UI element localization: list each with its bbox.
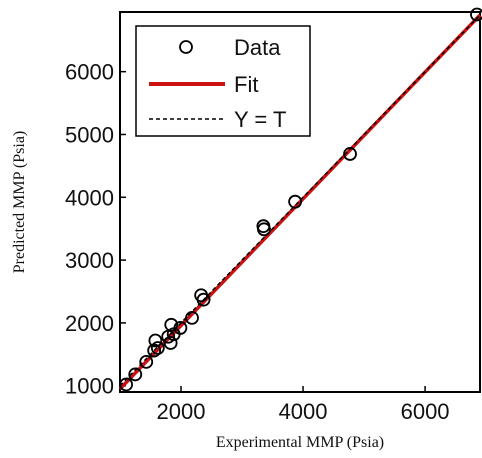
y-tick-label: 5000 xyxy=(65,122,114,147)
data-point xyxy=(196,292,211,307)
x-axis-label: Experimental MMP (Psia) xyxy=(216,434,384,451)
y-tick-label: 2000 xyxy=(65,311,114,336)
x-tick-label: 2000 xyxy=(157,399,206,424)
y-axis-ticks: 1000 2000 3000 4000 5000 6000 xyxy=(65,60,126,399)
data-point xyxy=(150,341,165,355)
legend-data-marker xyxy=(179,40,193,54)
y-tick-label: 4000 xyxy=(65,185,114,210)
x-tick-label: 6000 xyxy=(401,399,450,424)
data-point xyxy=(164,317,179,332)
data-points xyxy=(119,7,482,392)
data-point xyxy=(288,194,303,209)
legend-yt-label: Y = T xyxy=(234,107,286,132)
data-point xyxy=(139,354,154,369)
y-axis-label: Predicted MMP (Psia) xyxy=(11,131,28,274)
data-point xyxy=(147,343,162,358)
data-point xyxy=(343,147,357,161)
legend-box xyxy=(135,25,311,137)
legend-data-label: Data xyxy=(234,35,281,60)
data-point xyxy=(119,377,134,392)
y-tick-label: 3000 xyxy=(65,248,114,273)
data-point xyxy=(163,336,178,350)
x-axis-ticks: 2000 4000 6000 xyxy=(157,386,450,424)
data-point xyxy=(173,321,188,335)
legend: Data Fit Y = T xyxy=(135,25,311,137)
data-point xyxy=(470,7,482,22)
y-tick-label: 6000 xyxy=(65,60,114,85)
x-tick-label: 4000 xyxy=(279,399,328,424)
identity-line xyxy=(119,14,481,387)
y-tick-label: 1000 xyxy=(65,374,114,399)
data-point xyxy=(257,222,271,237)
data-point xyxy=(185,310,199,325)
legend-fit-label: Fit xyxy=(234,72,258,97)
series-lines xyxy=(118,13,482,391)
data-point xyxy=(128,367,143,382)
data-point xyxy=(148,333,163,348)
